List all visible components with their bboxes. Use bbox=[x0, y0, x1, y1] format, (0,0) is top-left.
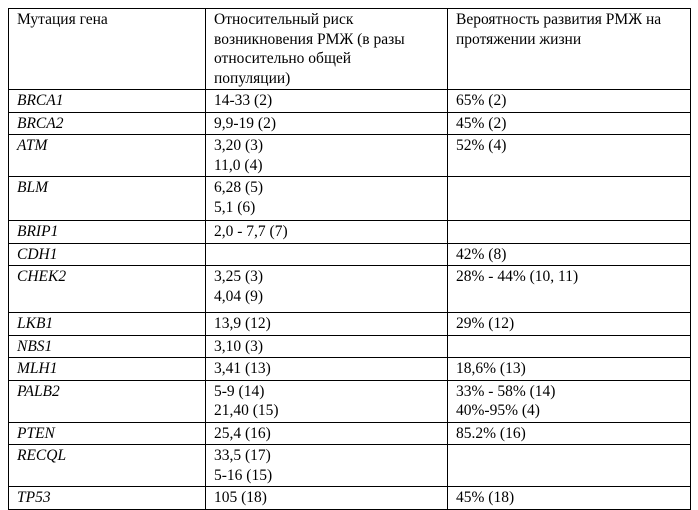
table-row: BLM 6,28 (5) 5,1 (6) bbox=[8, 176, 691, 221]
relative-risk-cell: 3,41 (13) bbox=[205, 357, 448, 381]
relative-risk-cell: 25,4 (16) bbox=[205, 421, 448, 445]
table-row: CDH1 42% (8) bbox=[8, 242, 691, 266]
gene-name-cell: PALB2 bbox=[8, 379, 206, 423]
gene-name-cell: BRCA1 bbox=[8, 89, 206, 113]
relative-risk-cell: 14-33 (2) bbox=[205, 89, 448, 113]
lifetime-probability-cell: 45% (18) bbox=[447, 486, 691, 510]
relative-risk-cell: 13,9 (12) bbox=[205, 312, 448, 336]
table-row: RECQL 33,5 (17) 5-16 (15) bbox=[8, 444, 691, 487]
lifetime-probability-cell bbox=[447, 334, 691, 358]
lifetime-probability-cell: 18,6% (13) bbox=[447, 357, 691, 381]
gene-name-cell: BRCA2 bbox=[8, 111, 206, 135]
lifetime-probability-cell: 29% (12) bbox=[447, 312, 691, 336]
relative-risk-cell: 3,25 (3) 4,04 (9) bbox=[205, 265, 448, 313]
gene-name-cell: MLH1 bbox=[8, 357, 206, 381]
gene-name-cell: BLM bbox=[8, 176, 206, 221]
gene-name-cell: CHEK2 bbox=[8, 265, 206, 313]
lifetime-probability-cell: 42% (8) bbox=[447, 242, 691, 266]
lifetime-probability-cell bbox=[447, 176, 691, 221]
table-row: MLH1 3,41 (13) 18,6% (13) bbox=[8, 357, 691, 381]
gene-name-cell: TP53 bbox=[8, 486, 206, 510]
gene-name-cell: ATM bbox=[8, 134, 206, 177]
lifetime-probability-cell bbox=[447, 444, 691, 487]
lifetime-probability-cell: 28% - 44% (10, 11) bbox=[447, 265, 691, 313]
relative-risk-cell: 9,9-19 (2) bbox=[205, 111, 448, 135]
table-row: NBS1 3,10 (3) bbox=[8, 334, 691, 358]
relative-risk-cell: 105 (18) bbox=[205, 486, 448, 510]
lifetime-probability-cell: 65% (2) bbox=[447, 89, 691, 113]
table-continuation-border bbox=[8, 487, 9, 492]
lifetime-probability-cell: 52% (4) bbox=[447, 134, 691, 177]
relative-risk-cell: 2,0 - 7,7 (7) bbox=[205, 220, 448, 244]
gene-mutation-risk-table: Мутация гена Относительный риск возникно… bbox=[8, 8, 691, 510]
lifetime-probability-cell: 85.2% (16) bbox=[447, 421, 691, 445]
gene-name-cell: NBS1 bbox=[8, 334, 206, 358]
table-row: TP53 105 (18) 45% (18) bbox=[8, 486, 691, 510]
gene-name-cell: CDH1 bbox=[8, 242, 206, 266]
lifetime-probability-cell: 33% - 58% (14) 40%-95% (4) bbox=[447, 379, 691, 423]
gene-name-cell: BRIP1 bbox=[8, 220, 206, 244]
table-row: ATM 3,20 (3) 11,0 (4) 52% (4) bbox=[8, 134, 691, 177]
column-header-gene-mutation: Мутация гена bbox=[8, 8, 206, 90]
relative-risk-cell: 33,5 (17) 5-16 (15) bbox=[205, 444, 448, 487]
relative-risk-cell: 3,10 (3) bbox=[205, 334, 448, 358]
lifetime-probability-cell: 45% (2) bbox=[447, 111, 691, 135]
relative-risk-cell bbox=[205, 242, 448, 266]
gene-name-cell: PTEN bbox=[8, 421, 206, 445]
gene-name-cell: LKB1 bbox=[8, 312, 206, 336]
table-row: CHEK2 3,25 (3) 4,04 (9) 28% - 44% (10, 1… bbox=[8, 265, 691, 313]
column-header-lifetime-probability: Вероятность развития РМЖ на протяжении ж… bbox=[447, 8, 691, 90]
table-row: LKB1 13,9 (12) 29% (12) bbox=[8, 312, 691, 336]
gene-name-cell: RECQL bbox=[8, 444, 206, 487]
lifetime-probability-cell bbox=[447, 220, 691, 244]
table-row: BRCA1 14-33 (2) 65% (2) bbox=[8, 89, 691, 113]
column-header-relative-risk: Относительный риск возникновения РМЖ (в … bbox=[205, 8, 448, 90]
table-row: BRIP1 2,0 - 7,7 (7) bbox=[8, 220, 691, 244]
table-row: BRCA2 9,9-19 (2) 45% (2) bbox=[8, 111, 691, 135]
table-row: PALB2 5-9 (14) 21,40 (15) 33% - 58% (14)… bbox=[8, 379, 691, 423]
relative-risk-cell: 6,28 (5) 5,1 (6) bbox=[205, 176, 448, 221]
table-header-row: Мутация гена Относительный риск возникно… bbox=[8, 8, 691, 90]
table-row: PTEN 25,4 (16) 85.2% (16) bbox=[8, 421, 691, 445]
relative-risk-cell: 5-9 (14) 21,40 (15) bbox=[205, 379, 448, 423]
relative-risk-cell: 3,20 (3) 11,0 (4) bbox=[205, 134, 448, 177]
